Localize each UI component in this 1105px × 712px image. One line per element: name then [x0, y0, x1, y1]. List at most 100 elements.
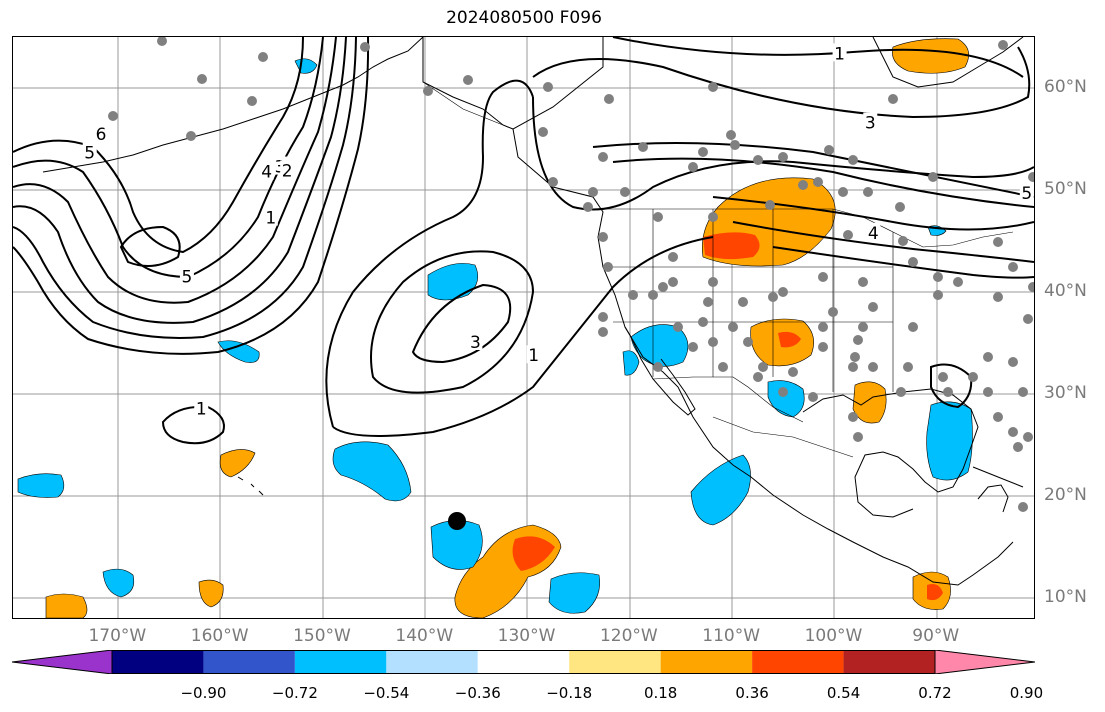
blue-region-alaska-gulf — [294, 58, 318, 74]
colorbar-tick: −0.54 — [363, 684, 410, 702]
station-dot — [828, 307, 838, 317]
contour-small-1 — [161, 405, 225, 445]
station-dot — [818, 342, 828, 352]
station-dot — [908, 257, 918, 267]
station-dot — [933, 290, 943, 300]
lat-label: 60°N — [1044, 77, 1087, 97]
alaska-canada-border — [422, 37, 514, 130]
station-dot — [688, 342, 698, 352]
station-dot — [698, 317, 708, 327]
station-dot — [853, 432, 863, 442]
orange-region-west-small — [198, 579, 224, 608]
station-dot — [360, 42, 370, 52]
alaska-peninsula — [342, 37, 424, 86]
contour-east-inner-2 — [612, 157, 1034, 208]
colorbar-segment — [660, 650, 753, 674]
lon-label: 160°W — [190, 626, 249, 646]
station-dot — [1018, 387, 1028, 397]
cuba — [972, 466, 1024, 488]
contour-west-low-5 — [119, 225, 181, 267]
station-dot — [850, 352, 860, 362]
station-dot — [768, 292, 778, 302]
lon-label: 90°W — [912, 626, 960, 646]
station-dot — [718, 362, 728, 372]
contour-3-inner — [411, 283, 512, 364]
colorbar-segment — [843, 650, 935, 674]
contour-label: 1 — [196, 399, 207, 419]
station-dot — [993, 292, 1003, 302]
station-dots — [108, 37, 1034, 512]
station-dot — [668, 252, 678, 262]
station-dot — [726, 130, 736, 140]
station-dot — [788, 367, 798, 377]
station-dot — [157, 37, 167, 46]
station-dot — [258, 52, 268, 62]
station-dot — [818, 322, 828, 332]
station-dot — [1023, 432, 1033, 442]
station-dot — [758, 362, 768, 372]
lon-label: 150°W — [293, 626, 351, 646]
contour-west-3 — [13, 37, 347, 324]
colorbar-tick: −0.18 — [546, 684, 593, 702]
station-dot — [824, 145, 834, 155]
red-region-subtropical-1 — [512, 536, 555, 571]
station-dot — [778, 387, 788, 397]
station-dot — [698, 147, 708, 157]
station-dot — [848, 412, 858, 422]
contour-label-bg — [468, 331, 483, 350]
station-dot — [993, 237, 1003, 247]
blue-region-hawaii-west — [17, 473, 65, 498]
station-dot — [1013, 442, 1023, 452]
lat-label: 10°N — [1044, 587, 1087, 607]
station-dot — [753, 155, 763, 165]
station-dot — [858, 277, 868, 287]
blue-region-small-west — [102, 568, 135, 598]
colorbar-segment — [752, 650, 844, 674]
station-dot — [620, 187, 630, 197]
station-dot — [908, 322, 918, 332]
contour-gulf-small — [930, 363, 973, 409]
station-dot — [1008, 427, 1018, 437]
contour-label-bg — [526, 345, 541, 364]
contour-label-bg — [280, 160, 295, 179]
contour-east-inner-1 — [592, 142, 1034, 198]
station-dot — [943, 387, 953, 397]
contour-3-outer — [370, 250, 535, 394]
contour-label: 1 — [265, 209, 276, 229]
station-dot — [648, 290, 658, 300]
orange-region-far-west — [45, 593, 88, 618]
orange-region-hudson — [892, 38, 970, 74]
station-dot — [728, 322, 738, 332]
station-dot — [658, 282, 668, 292]
red-region-north-rockies — [703, 232, 760, 260]
station-dot — [818, 272, 828, 282]
hudson-bay — [872, 37, 1024, 88]
station-dot — [197, 74, 207, 84]
station-dot — [708, 82, 718, 92]
orange-region-gulf — [852, 381, 887, 424]
station-dot — [863, 187, 873, 197]
lat-label: 30°N — [1044, 383, 1087, 403]
baja-california — [624, 326, 696, 416]
station-dot — [1028, 282, 1034, 292]
colorbar-segment — [569, 650, 661, 674]
station-dot — [953, 277, 963, 287]
contour-label-bg — [179, 266, 194, 285]
contour-label: 5 — [84, 143, 95, 163]
north-america-west-coast — [512, 37, 1014, 586]
colorbar-segment — [112, 650, 204, 674]
contour-west-1 — [13, 37, 370, 355]
station-dot — [583, 202, 593, 212]
colorbar-tick: 0.36 — [735, 684, 769, 702]
colorbar-segment — [203, 650, 295, 674]
colorbar-tick: 0.90 — [1009, 684, 1044, 702]
blue-region-subtropical-east — [548, 572, 600, 614]
station-dot — [247, 96, 257, 106]
blue-region-mexico-coast — [690, 454, 751, 526]
colorbar-extend-low — [12, 650, 113, 674]
us-mexico-border — [652, 376, 804, 423]
station-dot — [843, 230, 853, 240]
contour-west-4 — [13, 37, 337, 304]
